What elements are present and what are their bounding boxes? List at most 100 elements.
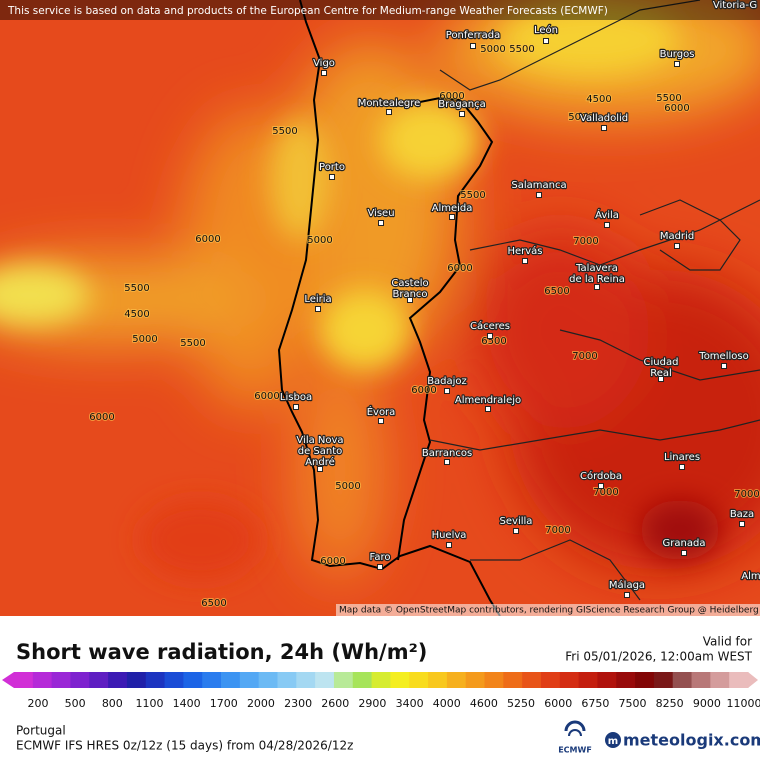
attribution: Map data © OpenStreetMap contributors, r… xyxy=(339,606,760,616)
colorbar-swatch xyxy=(334,672,353,688)
city-label-line: Vila Nova xyxy=(296,435,343,446)
contour-label: 5500 xyxy=(124,283,149,294)
contour-label: 6500 xyxy=(201,598,226,609)
contour-label: 6000 xyxy=(89,412,114,423)
city-marker xyxy=(523,259,528,264)
colorbar-swatch xyxy=(597,672,616,688)
city-label-line: Valladolid xyxy=(580,113,628,124)
city-marker xyxy=(675,62,680,67)
brand[interactable]: meteologix.com xyxy=(623,731,760,750)
city-label-line: Burgos xyxy=(660,49,695,60)
colorbar-swatch xyxy=(710,672,729,688)
city-label-line: Linares xyxy=(664,452,700,463)
city-label: Hervás xyxy=(507,245,542,257)
city-label: Ávila xyxy=(595,208,619,221)
city-label-line: de la Reina xyxy=(569,274,625,285)
colorbar-swatch xyxy=(33,672,52,688)
city-marker xyxy=(602,126,607,131)
ecmwf-logo: ECMWF xyxy=(558,722,592,755)
contour-label: 5500 xyxy=(180,338,205,349)
city-label-line: Talavera xyxy=(575,263,618,274)
model-info: ECMWF IFS HRES 0z/12z (15 days) from 04/… xyxy=(16,739,353,753)
city-marker xyxy=(682,551,687,556)
colorbar-swatch xyxy=(240,672,259,688)
colorbar-tick-label: 6750 xyxy=(581,697,609,710)
city-marker xyxy=(445,389,450,394)
city-label-line: León xyxy=(534,24,558,36)
colorbar-swatch xyxy=(14,672,33,688)
city-label: Porto xyxy=(319,162,345,173)
colorbar-swatch xyxy=(692,672,711,688)
colorbar-tick-label: 1400 xyxy=(173,697,201,710)
city-label: Tomelloso xyxy=(698,351,748,362)
colorbar-swatch xyxy=(503,672,522,688)
colorbar-tick-label: 1700 xyxy=(210,697,238,710)
city-marker xyxy=(537,193,542,198)
city-marker xyxy=(379,419,384,424)
colorbar-arrow xyxy=(748,672,758,688)
city-label-line: Baza xyxy=(730,509,754,520)
city-label: Valladolid xyxy=(580,113,628,124)
colorbar-swatch xyxy=(522,672,541,688)
contour-label: 7000 xyxy=(572,351,597,362)
colorbar-swatch xyxy=(579,672,598,688)
city-label-line: Vitoria-G xyxy=(713,0,757,11)
notice: This service is based on data and produc… xyxy=(7,5,608,17)
city-label-line: de Santo xyxy=(298,446,343,457)
city-marker xyxy=(450,215,455,220)
city-label-line: Ciudad xyxy=(644,357,679,368)
city-label: Vigo xyxy=(313,58,335,69)
city-label: Cáceres xyxy=(470,320,510,332)
city-label: Córdoba xyxy=(580,470,622,482)
city-label: León xyxy=(534,24,558,36)
city-marker xyxy=(722,364,727,369)
city-label: Madrid xyxy=(660,231,694,242)
map-field xyxy=(0,0,760,616)
colorbar-tick-label: 200 xyxy=(28,697,49,710)
contour-label: 6000 xyxy=(447,263,472,274)
city-marker xyxy=(408,298,413,303)
contour-label: 5500 xyxy=(509,44,534,55)
colorbar-swatch xyxy=(165,672,184,688)
region: Portugal xyxy=(16,724,66,738)
city-label-line: Málaga xyxy=(609,579,645,591)
city-label: Viseu xyxy=(367,208,394,219)
colorbar-swatch xyxy=(485,672,504,688)
city-label-line: Córdoba xyxy=(580,470,622,482)
city-label-line: Hervás xyxy=(507,245,542,257)
colorbar-swatch xyxy=(409,672,428,688)
colorbar-swatch xyxy=(89,672,108,688)
colorbar-swatch xyxy=(52,672,71,688)
brand-logo[interactable]: m meteologix.com xyxy=(605,731,760,750)
city-marker xyxy=(460,112,465,117)
city-marker xyxy=(330,175,335,180)
contour-label: 4500 xyxy=(124,309,149,320)
city-marker xyxy=(625,593,630,598)
city-label-line: Évora xyxy=(367,405,396,418)
contour-label: 5500 xyxy=(460,190,485,201)
city-marker xyxy=(595,285,600,290)
colorbar-swatch xyxy=(372,672,391,688)
city-label: Salamanca xyxy=(511,180,566,191)
city-label: Granada xyxy=(663,538,706,549)
city-label: Vitoria-G xyxy=(713,0,757,11)
city-marker xyxy=(318,467,323,472)
contour-label: 5000 xyxy=(132,334,157,345)
city-label-line: Sevilla xyxy=(500,516,533,527)
contour-label: 6000 xyxy=(195,234,220,245)
colorbar-swatch xyxy=(108,672,127,688)
city-label: Bragança xyxy=(438,99,486,110)
colorbar-swatch xyxy=(673,672,692,688)
city-label-line: Almeida xyxy=(432,203,473,214)
contour-label: 7000 xyxy=(734,489,759,500)
colorbar-tick-label: 8250 xyxy=(656,697,684,710)
contour-label: 6500 xyxy=(481,336,506,347)
colorbar-tick-label: 2000 xyxy=(247,697,275,710)
city-label-line: Cáceres xyxy=(470,320,510,332)
colorbar-swatch xyxy=(560,672,579,688)
contour-label: 6500 xyxy=(544,286,569,297)
city-marker xyxy=(379,221,384,226)
